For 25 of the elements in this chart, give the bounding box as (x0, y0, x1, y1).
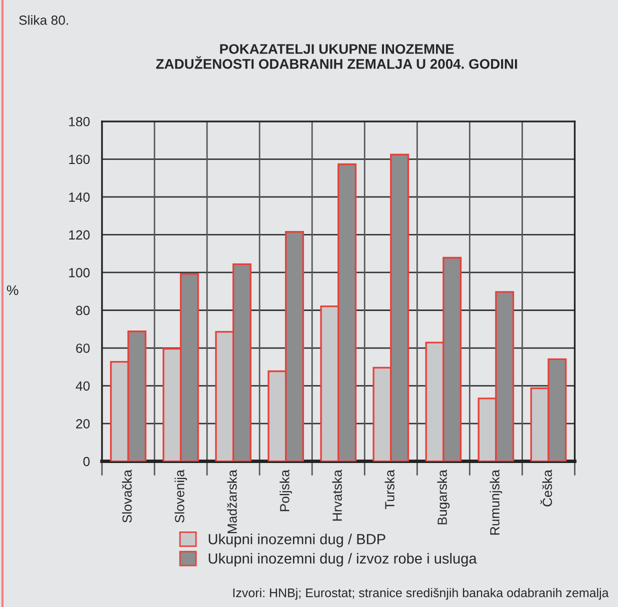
x-tick-label: Slovačka (122, 470, 132, 523)
x-tick-label: Slovenija (174, 470, 187, 523)
text: Izvori: HNBj; Eurostat; stranice središnjih banaka odabranih zemalja (233, 588, 609, 600)
y-axis-title: % (6, 285, 18, 296)
x-tick-label: Češka (540, 470, 552, 506)
text: Slika 80. (19, 15, 68, 25)
chart-title: POKAZATELJI UKUPNE INOZEMNE ZADUŽENOSTI ODABRANIH ZEMALJA U 2004. GODINI (156, 44, 517, 69)
x-tick-label: Bugarska (437, 470, 450, 524)
y-tick-label: 80 (76, 306, 90, 316)
legend-label: Ukupni inozemni dug / izvoz robe i usluga (208, 552, 477, 567)
y-tick-label: 180 (69, 116, 90, 126)
legend-label: Ukupni inozemni dug / BDP (208, 534, 386, 548)
x-tick-label: Hrvatska (332, 470, 342, 521)
y-tick-label: 100 (69, 268, 90, 278)
x-tick-label: Poljska (280, 470, 292, 512)
x-tick-label: Madžarska (227, 470, 237, 534)
y-tick-label: 0 (83, 456, 90, 466)
y-tick-label: 160 (69, 154, 90, 164)
y-tick-label: 40 (76, 381, 90, 391)
y-tick-label: 20 (76, 419, 90, 428)
y-tick-label: 140 (69, 192, 90, 202)
y-tick-label: 60 (76, 344, 90, 353)
y-tick-label: 120 (69, 230, 90, 240)
x-tick-label: Rumunjska (490, 470, 502, 535)
x-tick-label: Turska (384, 470, 394, 510)
